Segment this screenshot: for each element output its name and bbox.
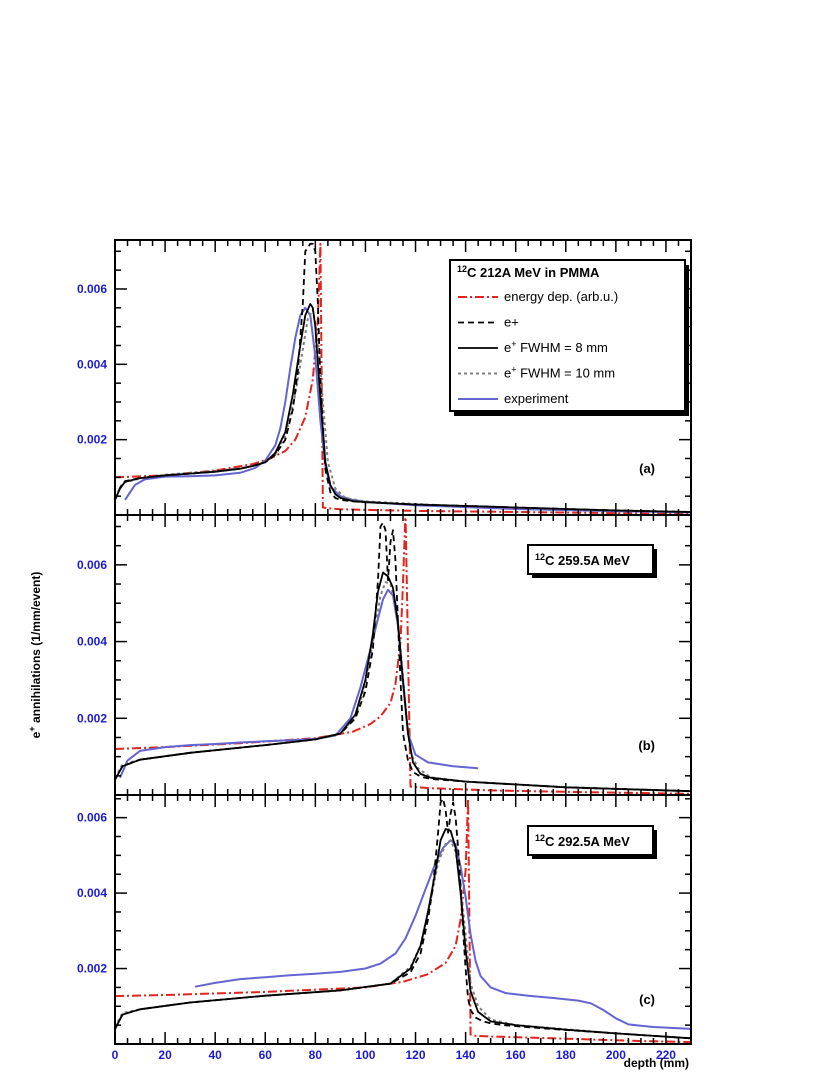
x-tick-label: 180 xyxy=(556,1048,576,1062)
x-tick-label: 200 xyxy=(606,1048,626,1062)
x-tick-label: 220 xyxy=(656,1048,676,1062)
panel-letter: (c) xyxy=(639,992,655,1007)
panel-c-title-text: 12C 292.5A MeV xyxy=(535,833,630,849)
legend-label-sup: + xyxy=(511,365,516,375)
legend-label-prefix: e xyxy=(504,340,511,355)
y-tick-label: 0.004 xyxy=(77,357,107,371)
panel-c-title-sup: 12 xyxy=(535,833,545,843)
panels: 0.0020.0040.006(a)0.0020.0040.006(b)0.00… xyxy=(77,239,692,1062)
panel-b: 0.002 0.004 0.006 (b) xyxy=(77,514,692,796)
panel-b-title-label: C 259.5A MeV xyxy=(545,553,630,568)
legend-label-rest: FWHM = 10 mm xyxy=(517,366,616,381)
x-tick-label: 100 xyxy=(355,1048,375,1062)
legend-label-experiment: experiment xyxy=(504,391,569,406)
legend-label-rest: FWHM = 8 mm xyxy=(517,340,608,355)
legend-label-fwhm10: e+ FWHM = 10 mm xyxy=(504,365,615,381)
series-line-experiment xyxy=(194,839,691,1030)
panel-c-title-label: C 292.5A MeV xyxy=(545,834,630,849)
x-tick-label: 0 xyxy=(112,1048,119,1062)
panel-c: 0.002 0.004 0.006 0 20 40 60 80 100 120 140 160 180 2… xyxy=(77,794,692,1062)
legend-label-prefix: e xyxy=(504,366,511,381)
panel-b-title-sup: 12 xyxy=(535,552,545,562)
series-group xyxy=(115,515,691,795)
y-tick-label: 0.002 xyxy=(77,711,107,725)
series-line-fwhm8 xyxy=(115,828,691,1040)
y-axis-title-rest: annihilations (1/mm/event) xyxy=(29,572,43,727)
panel-c-title-box xyxy=(527,825,654,856)
y-tick-label: 0.006 xyxy=(77,282,107,296)
y-tick-label: 0.004 xyxy=(77,886,107,900)
series-line-experiment xyxy=(119,588,479,779)
y-tick-label: 0.006 xyxy=(77,558,107,572)
legend-title-sup: 12 xyxy=(457,264,467,274)
legend-label-fwhm8: e+ FWHM = 8 mm xyxy=(504,339,608,355)
x-tick-label: 40 xyxy=(208,1048,222,1062)
series-line-fwhm8 xyxy=(115,303,691,513)
panel-b-title: 12C 259.5A MeV xyxy=(527,544,657,578)
y-axis-title-prefix: e xyxy=(29,731,43,738)
legend-label-sup: + xyxy=(511,339,516,349)
series-line-fwhm10 xyxy=(115,308,691,513)
y-tick-label: 0.002 xyxy=(77,962,107,976)
y-axis-title-sup: + xyxy=(27,726,37,731)
x-tick-label: 20 xyxy=(158,1048,172,1062)
x-tick-label: 160 xyxy=(506,1048,526,1062)
x-tick-label: 140 xyxy=(456,1048,476,1062)
y-axis-title: e+ annihilations (1/mm/event) xyxy=(27,572,43,739)
x-tick-label: 80 xyxy=(309,1048,323,1062)
legend: 12C 212A MeV in PMMA energy dep. (arb.u.… xyxy=(449,259,689,416)
legend-label-energy: energy dep. (arb.u.) xyxy=(504,289,618,304)
panel-letter: (a) xyxy=(639,461,655,476)
series-group xyxy=(115,242,691,515)
legend-title: 12C 212A MeV in PMMA xyxy=(457,264,600,280)
series-line-fwhm10 xyxy=(115,839,691,1040)
panel-c-title: 12C 292.5A MeV xyxy=(527,825,657,859)
x-tick-label: 60 xyxy=(259,1048,273,1062)
series-line-fwhm8 xyxy=(115,571,691,793)
legend-title-text: C 212A MeV in PMMA xyxy=(467,265,600,280)
legend-box xyxy=(449,259,686,412)
x-tick-label: 120 xyxy=(406,1048,426,1062)
x-axis-title: depth (mm) xyxy=(624,1056,689,1070)
y-tick-label: 0.002 xyxy=(77,433,107,447)
panel-letter: (b) xyxy=(638,738,655,753)
y-tick-label: 0.006 xyxy=(77,811,107,825)
panel-b-title-text: 12C 259.5A MeV xyxy=(535,552,630,568)
legend-label-eplus: e+ xyxy=(504,315,519,330)
legend-entries: energy dep. (arb.u.)e+e+ FWHM = 8 mme+ F… xyxy=(458,289,618,406)
panel-b-title-box xyxy=(527,544,654,575)
y-tick-label: 0.004 xyxy=(77,635,107,649)
series-line-energy xyxy=(115,242,691,515)
